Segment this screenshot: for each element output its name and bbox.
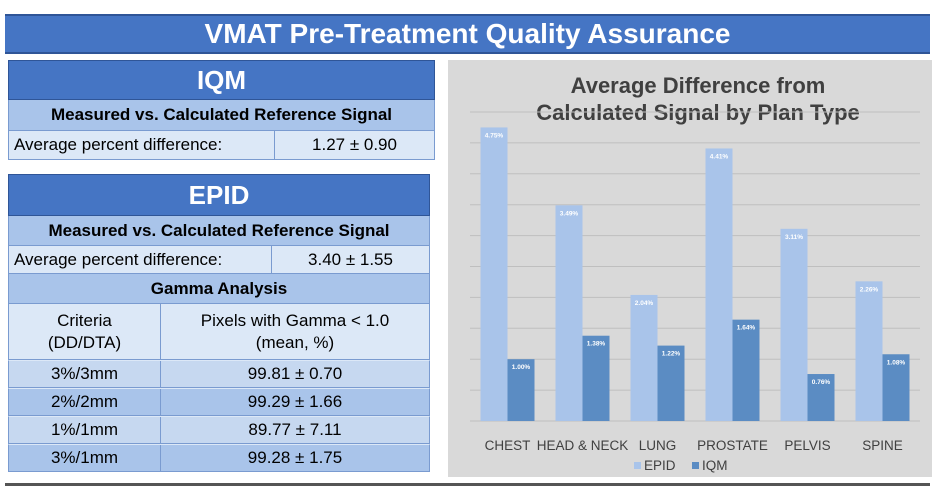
bar-epid: [705, 148, 733, 421]
gamma-column-headers: Criteria (DD/DTA) Pixels with Gamma < 1.0…: [8, 304, 430, 360]
table-row: 3%/1mm 99.28 ± 1.75: [8, 444, 430, 472]
iqm-average-label: Average percent difference:: [9, 131, 275, 159]
data-label: 1.00%: [512, 364, 531, 371]
bar-iqm: [507, 359, 535, 421]
category-label: LUNG: [639, 438, 677, 453]
bar-iqm: [732, 319, 760, 421]
criteria-header-line2: (DD/DTA): [47, 332, 122, 352]
bar-epid: [630, 294, 658, 421]
data-label: 2.04%: [635, 300, 654, 307]
iqm-average-value: 1.27 ± 0.90: [312, 135, 397, 154]
pixels-cell: 99.81 ± 0.70: [247, 364, 343, 383]
category-label: HEAD & NECK: [537, 438, 629, 453]
table-row: 2%/2mm 99.29 ± 1.66: [8, 388, 430, 416]
data-label: 4.41%: [710, 153, 729, 160]
bar-iqm: [807, 374, 835, 421]
data-label: 1.22%: [662, 351, 681, 358]
epid-subtitle: Measured vs. Calculated Reference Signal: [8, 216, 430, 246]
criteria-cell: 3%/3mm: [9, 361, 161, 387]
criteria-header-line1: Criteria: [57, 310, 112, 330]
pixels-header: Pixels with Gamma < 1.0 (mean, %): [161, 304, 429, 359]
epid-panel: EPID Measured vs. Calculated Reference S…: [8, 174, 430, 472]
iqm-average-row: Average percent difference: 1.27 ± 0.90: [8, 131, 435, 160]
iqm-panel: IQM Measured vs. Calculated Reference Si…: [8, 60, 435, 160]
criteria-cell: 1%/1mm: [9, 417, 161, 443]
chart-panel: Average Difference from Calculated Signa…: [448, 60, 932, 477]
pixels-header-line2: (mean, %): [255, 332, 335, 352]
legend-label-epid: EPID: [644, 458, 676, 473]
page-title: VMAT Pre-Treatment Quality Assurance: [5, 14, 930, 54]
epid-title: EPID: [8, 174, 430, 216]
data-label: 3.49%: [560, 210, 579, 217]
data-label: 1.64%: [737, 325, 756, 332]
chart-title-line1: Average Difference from: [571, 73, 826, 98]
legend-label-iqm: IQM: [702, 458, 728, 473]
iqm-subtitle: Measured vs. Calculated Reference Signal: [8, 100, 435, 131]
pixels-cell: 89.77 ± 7.11: [248, 420, 342, 439]
epid-average-row: Average percent difference: 3.40 ± 1.55: [8, 246, 430, 274]
table-row: 3%/3mm 99.81 ± 0.70: [8, 360, 430, 388]
bottom-divider: [5, 483, 930, 486]
gamma-table-body: 3%/3mm 99.81 ± 0.70 2%/2mm 99.29 ± 1.66 …: [8, 360, 430, 472]
bar-chart: Average Difference from Calculated Signa…: [470, 73, 920, 473]
bar-epid: [780, 228, 808, 421]
pixels-cell: 99.28 ± 1.75: [247, 448, 343, 467]
criteria-cell: 2%/2mm: [9, 389, 161, 415]
pixels-header-line1: Pixels with Gamma < 1.0: [200, 310, 390, 330]
criteria-cell: 3%/1mm: [9, 445, 161, 471]
bar-epid: [480, 127, 508, 421]
category-label: PROSTATE: [697, 438, 768, 453]
data-label: 1.08%: [887, 359, 906, 366]
gamma-analysis-title: Gamma Analysis: [8, 274, 430, 304]
data-label: 0.76%: [812, 379, 831, 386]
data-label: 1.38%: [587, 341, 606, 348]
table-row: 1%/1mm 89.77 ± 7.11: [8, 416, 430, 444]
epid-average-value: 3.40 ± 1.55: [308, 249, 393, 269]
bar-iqm: [657, 345, 685, 421]
pixels-cell: 99.29 ± 1.66: [247, 392, 343, 411]
legend-swatch-epid: [634, 462, 641, 469]
category-label: SPINE: [862, 438, 903, 453]
bar-iqm: [582, 335, 610, 421]
data-label: 3.11%: [785, 234, 803, 241]
epid-average-label: Average percent difference:: [9, 246, 272, 273]
bar-epid: [555, 205, 583, 421]
criteria-header: Criteria (DD/DTA): [9, 304, 161, 359]
data-label: 4.75%: [485, 132, 504, 139]
legend-swatch-iqm: [692, 462, 699, 469]
iqm-title: IQM: [8, 60, 435, 100]
category-label: CHEST: [485, 438, 531, 453]
bar-epid: [855, 281, 883, 421]
bar-iqm: [882, 354, 910, 421]
category-label: PELVIS: [784, 438, 830, 453]
data-label: 2.26%: [860, 286, 879, 293]
